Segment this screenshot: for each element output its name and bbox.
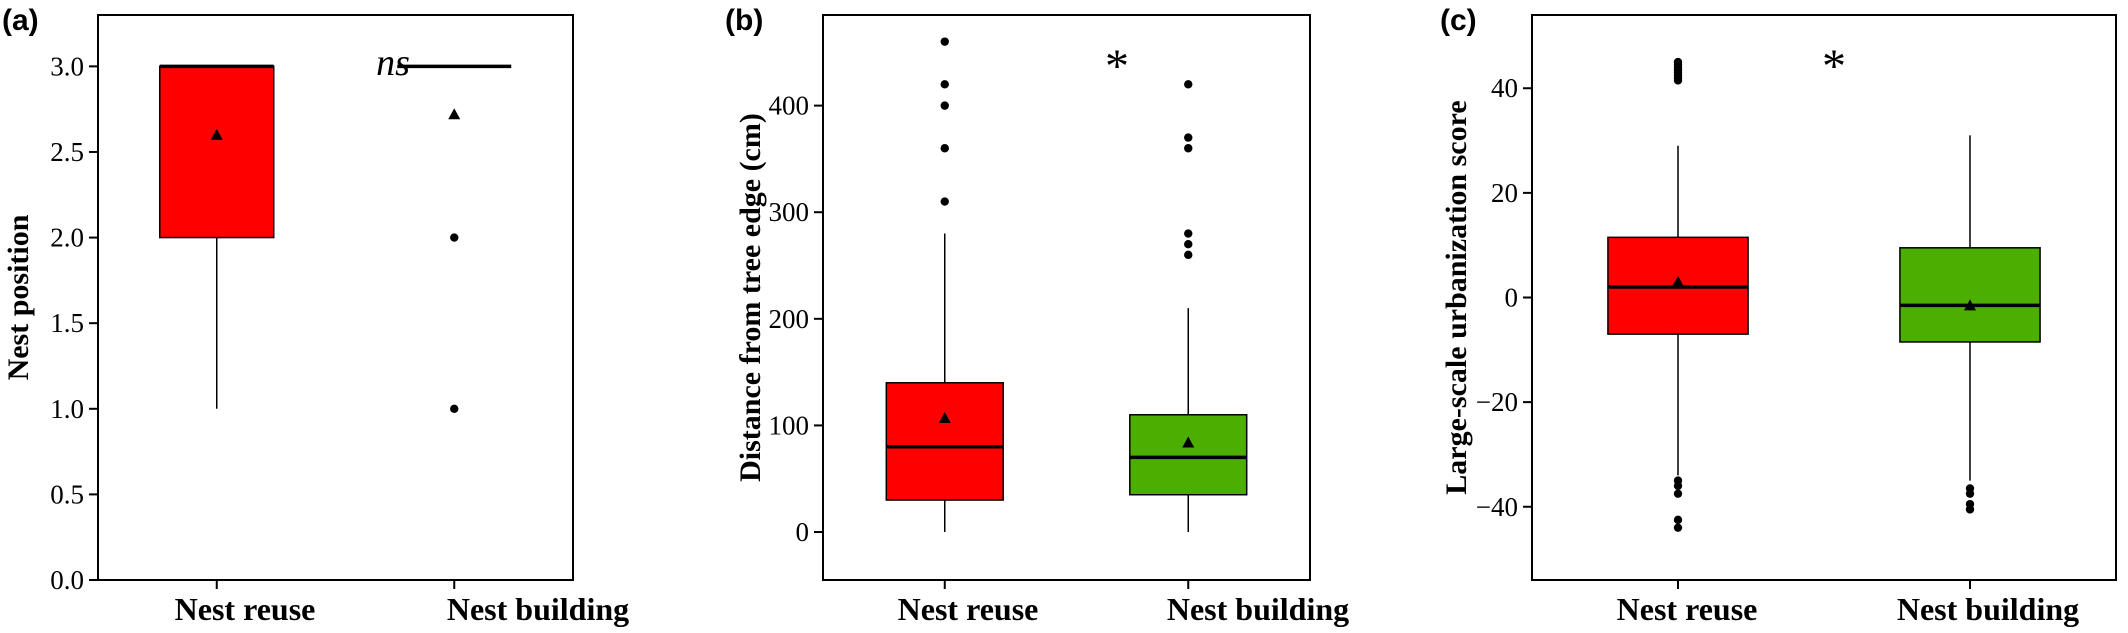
outlier-point (1184, 133, 1193, 142)
iqr-box (159, 65, 275, 239)
box-nest-reuse (885, 37, 1004, 533)
x-category-label: Nest reuse (898, 591, 1039, 627)
plot-frame (97, 14, 574, 581)
x-category-label: Nest reuse (1617, 591, 1758, 627)
outlier-point (1673, 489, 1683, 498)
y-tick-label: −40 (1476, 492, 1518, 522)
plot-frame (822, 14, 1311, 581)
x-category-label: Nest building (1897, 591, 2079, 627)
outlier-point (1184, 239, 1193, 249)
outlier-point (1673, 523, 1683, 532)
y-axis-title: Nest position (2, 214, 35, 380)
y-tick-label: 20 (1491, 178, 1518, 208)
mean-marker (1182, 436, 1195, 448)
mean-marker (1964, 299, 1976, 311)
y-tick-label: 3.0 (50, 51, 84, 81)
outlier-point (450, 404, 459, 413)
outlier-point (940, 37, 949, 46)
y-tick-label: 40 (1491, 73, 1518, 103)
y-tick-label: 0 (796, 517, 810, 547)
outlier-point (1965, 505, 1975, 514)
y-tick-label: 200 (769, 304, 810, 334)
panel-c: (c) −40 −20 0 20 40 Large-scale urbanization s… (1440, 4, 2117, 627)
mean-marker (1672, 275, 1684, 287)
mean-marker (448, 108, 461, 120)
y-tick-label: 0.5 (50, 479, 84, 509)
box-nest-building (397, 64, 512, 413)
y-axis-title: Distance from tree edge (cm) (734, 113, 767, 482)
outlier-point (1184, 144, 1193, 153)
outlier-point (1184, 80, 1193, 89)
outlier-point (940, 101, 949, 110)
outlier-point (1965, 489, 1975, 498)
y-tick-label: 1.0 (50, 394, 84, 424)
box-nest-building (1899, 135, 2041, 514)
iqr-box (1899, 247, 2041, 343)
y-tick-label: −20 (1476, 387, 1518, 417)
outlier-point (940, 80, 949, 89)
y-tick-label: 0 (1505, 283, 1519, 313)
outlier-point (450, 233, 459, 242)
outlier-point (940, 144, 949, 153)
y-tick-label: 1.5 (50, 308, 84, 338)
outlier-point (1673, 481, 1683, 491)
mean-marker (210, 128, 223, 140)
mean-marker (938, 411, 951, 423)
y-tick-label: 2.5 (50, 137, 84, 167)
outlier-point (1673, 515, 1683, 525)
box-nest-reuse (1607, 57, 1749, 532)
panel-label: (b) (725, 4, 763, 37)
significance-annotation: * (1822, 40, 1846, 93)
outlier-point (1184, 229, 1193, 238)
panel-label: (a) (2, 4, 39, 37)
significance-annotation: ns (376, 42, 410, 84)
y-tick-label: 0.0 (50, 565, 84, 595)
y-tick-label: 100 (769, 410, 810, 440)
x-category-label: Nest building (447, 591, 629, 627)
outlier-point (1673, 57, 1683, 67)
y-tick-label: 300 (769, 197, 810, 227)
y-tick-label: 2.0 (50, 223, 84, 253)
x-category-label: Nest reuse (175, 591, 316, 627)
iqr-box (885, 382, 1004, 501)
box-nest-reuse (159, 64, 275, 409)
y-tick-label: 400 (769, 91, 810, 121)
significance-annotation: * (1105, 40, 1129, 93)
x-category-label: Nest building (1167, 591, 1349, 627)
panel-label: (c) (1440, 4, 1477, 37)
iqr-box (1129, 414, 1248, 496)
panel-a: (a) 0.0 0.5 1.0 1.5 2.0 2.5 3.0 Nest position Nes… (2, 4, 629, 627)
outlier-point (1184, 250, 1193, 260)
box-nest-building (1129, 80, 1248, 533)
outlier-point (940, 197, 949, 206)
y-axis-title: Large-scale urbanization score (1440, 100, 1473, 494)
